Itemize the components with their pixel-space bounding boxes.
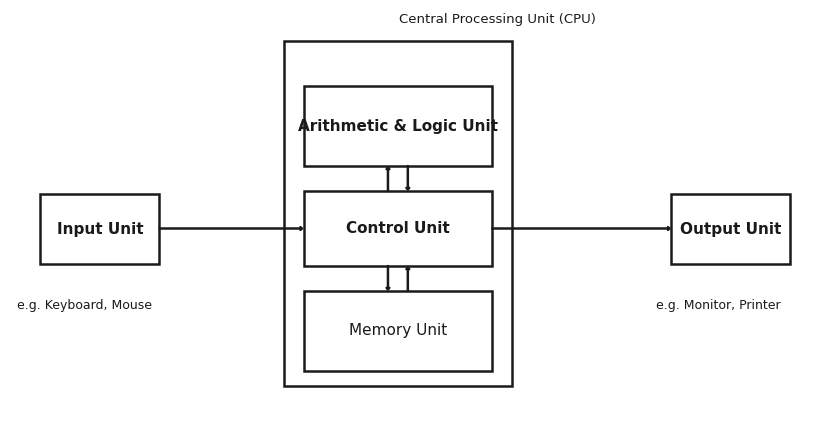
Text: Output Unit: Output Unit — [680, 221, 781, 236]
Text: Input Unit: Input Unit — [57, 221, 143, 236]
Bar — [40, 194, 160, 264]
Text: Control Unit: Control Unit — [346, 221, 450, 236]
Bar — [283, 41, 512, 386]
Text: e.g. Monitor, Printer: e.g. Monitor, Printer — [656, 299, 781, 313]
Text: Memory Unit: Memory Unit — [349, 324, 447, 339]
Bar — [303, 191, 492, 266]
Bar — [671, 194, 790, 264]
Text: Central Processing Unit (CPU): Central Processing Unit (CPU) — [399, 12, 596, 26]
Text: Arithmetic & Logic Unit: Arithmetic & Logic Unit — [297, 119, 498, 134]
Text: e.g. Keyboard, Mouse: e.g. Keyboard, Mouse — [17, 299, 152, 313]
Bar — [303, 86, 492, 166]
Bar — [303, 291, 492, 371]
